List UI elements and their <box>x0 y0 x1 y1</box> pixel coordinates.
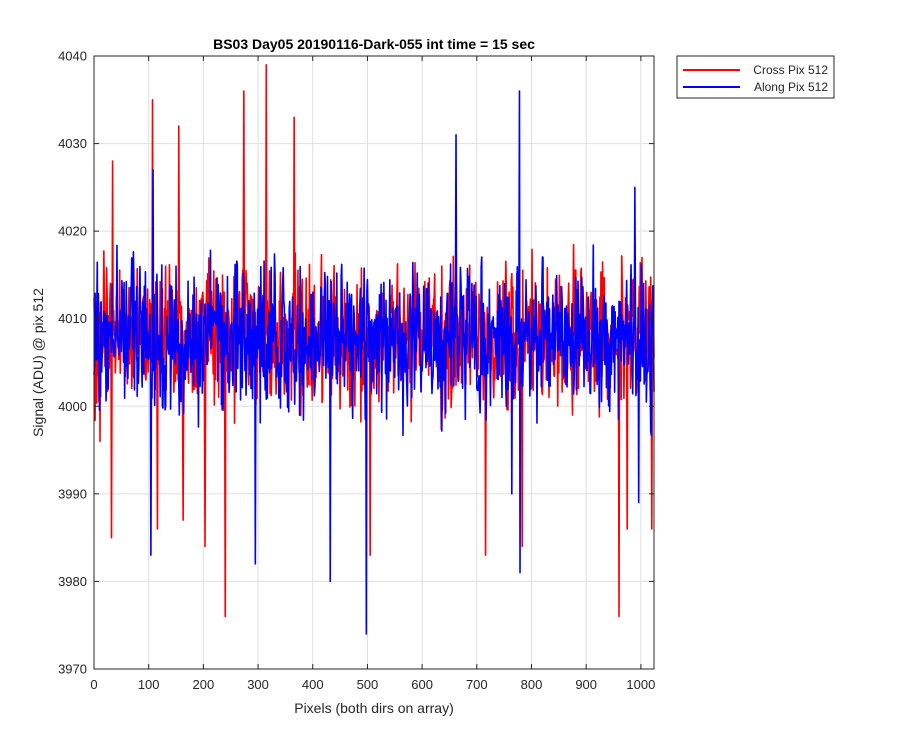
x-tick-label: 0 <box>90 677 97 692</box>
x-tick-label: 700 <box>466 677 488 692</box>
y-tick-label: 4030 <box>58 136 87 151</box>
x-tick-label: 100 <box>138 677 160 692</box>
x-tick-label: 800 <box>521 677 543 692</box>
x-tick-label: 900 <box>575 677 597 692</box>
x-tick-label: 500 <box>357 677 379 692</box>
legend-label-cross: Cross Pix 512 <box>753 63 828 77</box>
x-tick-label: 300 <box>247 677 269 692</box>
legend-label-along: Along Pix 512 <box>754 80 828 94</box>
y-tick-label: 3990 <box>58 486 87 501</box>
y-tick-label: 4010 <box>58 311 87 326</box>
x-tick-label: 1000 <box>626 677 655 692</box>
y-tick-label: 4040 <box>58 49 87 64</box>
legend-box <box>676 55 835 99</box>
plot-frame <box>93 55 655 670</box>
legend: Cross Pix 512 Along Pix 512 <box>676 55 835 99</box>
chart-title: BS03 Day05 20190116-Dark-055 int time = … <box>213 36 535 52</box>
ticks: 0 100 200 300 400 500 600 700 800 900 1000 3970 3980… <box>58 49 655 693</box>
series-line-along <box>93 90 655 635</box>
series-layer <box>93 63 655 635</box>
y-tick-label: 4000 <box>58 399 87 414</box>
y-axis-title: Signal (ADU) @ pix 512 <box>30 288 46 437</box>
x-tick-label: 200 <box>193 677 215 692</box>
x-tick-label: 400 <box>302 677 324 692</box>
y-tick-label: 4020 <box>58 224 87 239</box>
x-axis-title: Pixels (both dirs on array) <box>294 700 454 716</box>
x-tick-label: 600 <box>411 677 433 692</box>
y-tick-label: 3980 <box>58 574 87 589</box>
y-tick-label: 3970 <box>58 662 87 677</box>
